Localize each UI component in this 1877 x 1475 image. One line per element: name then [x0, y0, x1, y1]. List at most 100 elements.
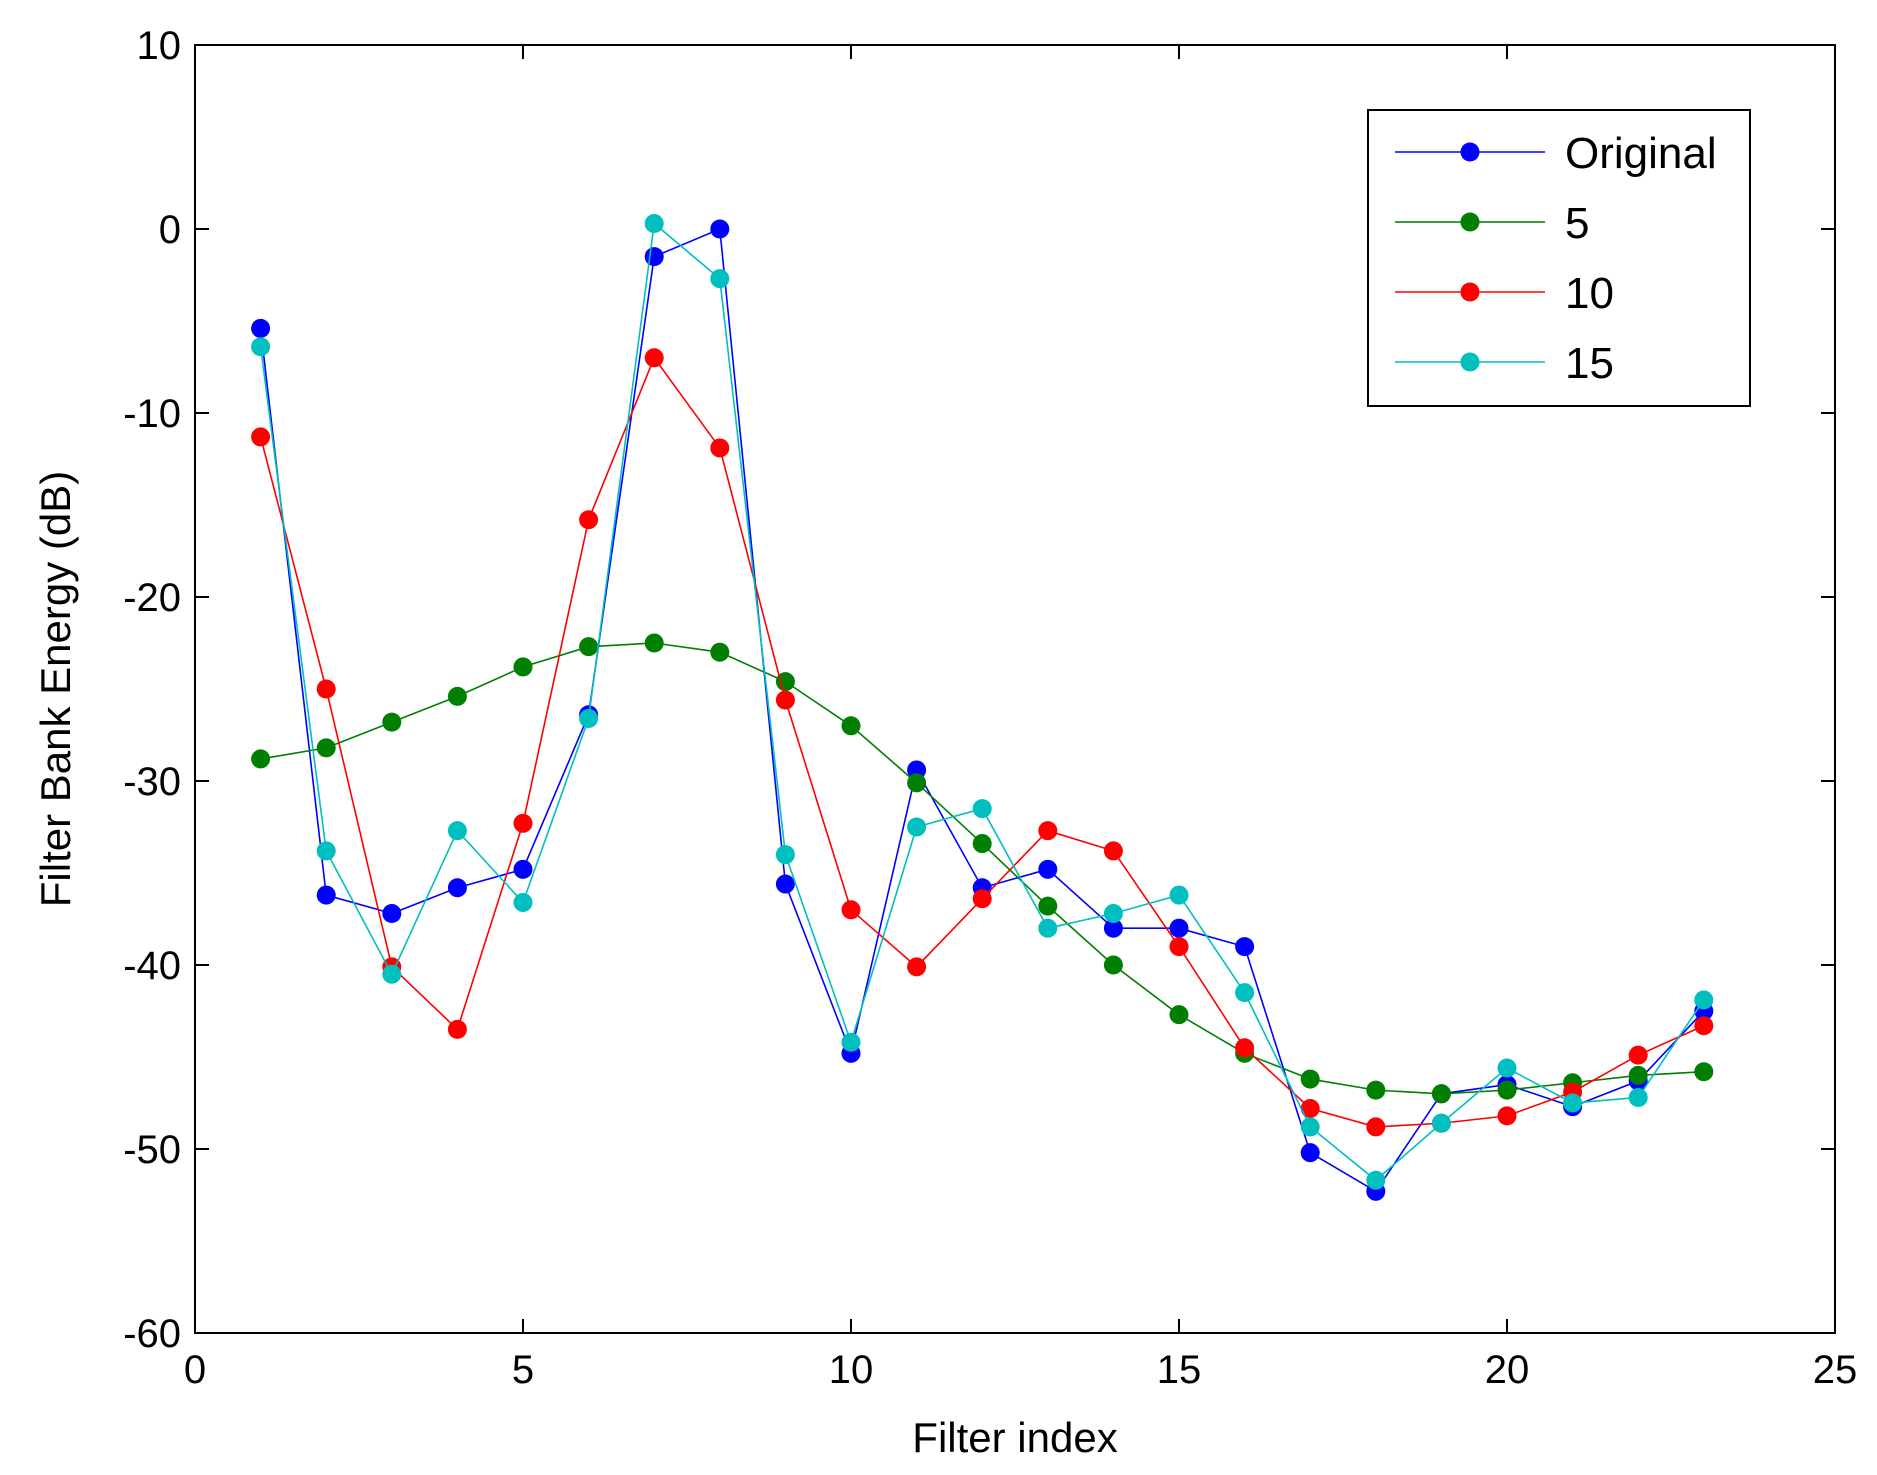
data-point	[251, 318, 271, 338]
data-point	[513, 859, 533, 879]
data-point	[1038, 918, 1058, 938]
data-point	[1366, 1170, 1386, 1190]
data-point	[1497, 1058, 1517, 1078]
data-point	[1235, 937, 1255, 957]
legend-marker	[1460, 212, 1480, 232]
data-point	[1103, 841, 1123, 861]
data-point	[251, 337, 271, 357]
series-15	[251, 213, 1714, 1190]
x-tick-label: 25	[1813, 1348, 1858, 1392]
legend-item: Original	[1395, 129, 1717, 178]
data-point	[1300, 1143, 1320, 1163]
data-point	[316, 885, 336, 905]
data-point	[1103, 955, 1123, 975]
legend-item: 5	[1395, 199, 1589, 248]
x-tick-label: 5	[512, 1348, 534, 1392]
data-point	[447, 686, 467, 706]
data-point	[579, 510, 599, 530]
data-point	[710, 438, 730, 458]
y-tick-label: -50	[123, 1128, 181, 1172]
data-point	[1169, 1005, 1189, 1025]
data-point	[513, 657, 533, 677]
data-point	[1563, 1093, 1583, 1113]
series-10	[251, 348, 1714, 1137]
y-tick-label: -30	[123, 760, 181, 804]
data-point	[710, 642, 730, 662]
y-tick-label: -40	[123, 944, 181, 988]
data-point	[1497, 1106, 1517, 1126]
data-point	[513, 892, 533, 912]
data-point	[907, 817, 927, 837]
y-axis-label: Filter Bank Energy (dB)	[32, 471, 79, 908]
data-point	[1300, 1069, 1320, 1089]
data-point	[710, 269, 730, 289]
legend-label: 15	[1565, 339, 1614, 388]
data-point	[907, 957, 927, 977]
data-point	[513, 813, 533, 833]
legend-item: 10	[1395, 269, 1614, 318]
data-point	[382, 712, 402, 732]
y-tick-label: 0	[159, 208, 181, 252]
data-point	[1694, 1062, 1714, 1082]
data-point	[1169, 937, 1189, 957]
data-point	[1169, 885, 1189, 905]
data-point	[972, 834, 992, 854]
legend-item: 15	[1395, 339, 1614, 388]
data-point	[1431, 1084, 1451, 1104]
x-tick-label: 0	[184, 1348, 206, 1392]
data-point	[1235, 983, 1255, 1003]
x-tick-label: 20	[1485, 1348, 1530, 1392]
data-point	[251, 427, 271, 447]
data-point	[710, 219, 730, 239]
y-tick-label: -10	[123, 392, 181, 436]
x-tick-label: 15	[1157, 1348, 1202, 1392]
data-point	[1038, 821, 1058, 841]
data-point	[644, 348, 664, 368]
data-point	[1628, 1065, 1648, 1085]
data-point	[1694, 1016, 1714, 1036]
legend-label: 10	[1565, 269, 1614, 318]
data-point	[251, 749, 271, 769]
data-point	[1038, 859, 1058, 879]
data-point	[579, 708, 599, 728]
data-point	[382, 964, 402, 984]
legend-box	[1367, 109, 1751, 407]
y-tick-label: -20	[123, 576, 181, 620]
data-point	[1300, 1099, 1320, 1119]
data-point	[907, 773, 927, 793]
data-point	[972, 889, 992, 909]
data-point	[775, 874, 795, 894]
data-point	[579, 637, 599, 657]
data-point	[1103, 903, 1123, 923]
data-point	[316, 841, 336, 861]
x-tick-label: 10	[829, 1348, 874, 1392]
data-point	[316, 738, 336, 758]
data-point	[447, 821, 467, 841]
legend-marker	[1460, 352, 1480, 372]
data-point	[1628, 1045, 1648, 1065]
data-point	[775, 672, 795, 692]
y-tick-label: -60	[123, 1312, 181, 1356]
data-point	[1431, 1113, 1451, 1133]
data-point	[316, 679, 336, 699]
data-point	[841, 716, 861, 736]
data-point	[1103, 918, 1123, 938]
data-point	[841, 900, 861, 920]
data-point	[1300, 1117, 1320, 1137]
data-point	[775, 845, 795, 865]
legend-marker	[1460, 142, 1480, 162]
y-tick-label: 10	[137, 24, 182, 68]
data-point	[1366, 1117, 1386, 1137]
data-point	[1366, 1080, 1386, 1100]
data-point	[447, 878, 467, 898]
data-point	[775, 690, 795, 710]
series-layer	[251, 213, 1714, 1201]
legend-items: Original 5 10 15	[1395, 129, 1717, 388]
x-axis-label: Filter index	[912, 1414, 1117, 1461]
data-point	[1497, 1080, 1517, 1100]
data-point	[1169, 918, 1189, 938]
data-point	[1628, 1087, 1648, 1107]
data-point	[1038, 896, 1058, 916]
legend-label: Original	[1565, 129, 1717, 178]
